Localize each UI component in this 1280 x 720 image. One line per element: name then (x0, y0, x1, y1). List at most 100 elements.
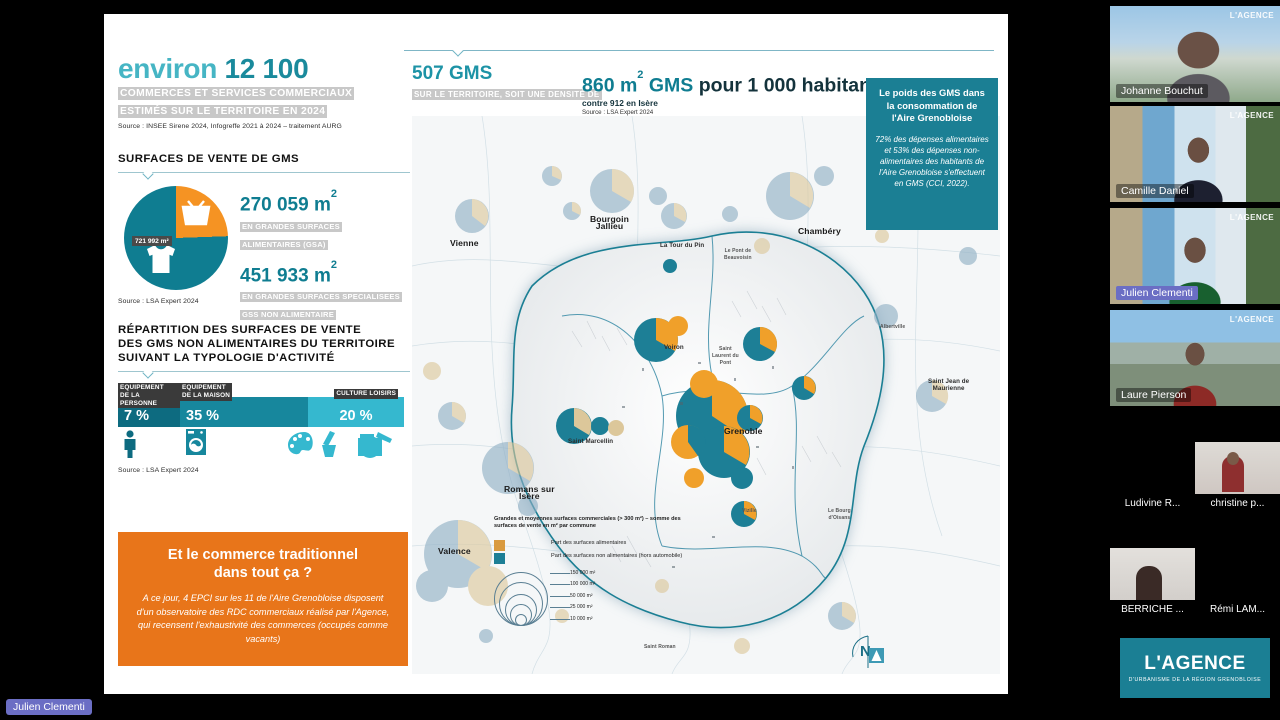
map-place-label: Chambéry (798, 226, 841, 236)
sales-area-title: SURFACES DE VENTE DE GMS (118, 153, 300, 166)
participant-tile-laure-pierson[interactable]: L'AGENCE Laure Pierson (1110, 310, 1280, 406)
map-place-label: Albertville (880, 324, 906, 330)
gms-weight-body: 72% des dépenses alimentaires et 53% des… (875, 134, 989, 188)
hero-caption-line1: COMMERCES ET SERVICES COMMERCIAUX (118, 87, 355, 101)
kpi-density-sub: contre 912 en Isère (582, 97, 658, 108)
participant-tile-camille-daniel[interactable]: L'AGENCE Camille Daniel (1110, 106, 1280, 202)
map-place-label: Grenoble (724, 426, 763, 436)
agency-logo-subtitle: D'URBANISME DE LA RÉGION GRENOBLOISE (1128, 676, 1262, 683)
stat-gsa: 270 059 m2 EN GRANDES SURFACES ALIMENTAI… (240, 188, 410, 251)
legend-size-label-100000: 100 000 m² (549, 580, 596, 587)
person-icon (124, 430, 136, 459)
hero-headline: environ 12 100 COMMERCES ET SERVICES COM… (118, 54, 410, 130)
participant-name: Laure Pierson (1116, 388, 1192, 402)
traditional-commerce-card: Et le commerce traditionnel dans tout ça… (118, 532, 408, 666)
participant-pair-row-1[interactable]: Ludivine R... christine p... (1110, 430, 1280, 538)
legend-item-alimentaire: Part des surfaces alimentaires (494, 539, 704, 551)
participant-name: Camille Daniel (1116, 184, 1194, 198)
participant-silhouette (1110, 6, 1280, 102)
gms-weight-card: Le poids des GMS dans la consommation de… (866, 78, 998, 230)
typology-label-culture: CULTURE LOISIRS (334, 389, 398, 399)
sales-area-source: Source : LSA Expert 2024 (118, 298, 199, 306)
participant-silhouette (1110, 106, 1280, 202)
hero-value: 12 100 (224, 53, 309, 84)
hero-source: Source : INSEE Sirene 2024, Infogreffe 2… (118, 123, 342, 131)
orange-card-body: A ce jour, 4 EPCI sur les 11 de l'Aire G… (136, 593, 390, 644)
map-place-label: La Tour du Pin (660, 242, 705, 249)
map-place-label: Saint Roman (644, 644, 676, 650)
agency-watermark: L'AGENCE (1229, 213, 1274, 222)
slide-left-column: environ 12 100 COMMERCES ET SERVICES COM… (118, 54, 410, 474)
legend-swatch-non-alimentaire (494, 552, 505, 564)
typology-pct-culture: 20 % (339, 408, 373, 425)
stat-gsa-exp: 2 (330, 188, 337, 201)
tshirt-icon (147, 245, 175, 274)
typology-bar-personne: EQUIPEMENT DE LA PERSONNE 7 % (118, 383, 180, 428)
map-place-label: Bourgoin Jallieu (590, 214, 629, 231)
agency-logo-text: L'AGENCE (1144, 652, 1246, 674)
typology-source: Source : LSA Expert 2024 (118, 467, 199, 475)
agency-watermark: L'AGENCE (1229, 315, 1274, 324)
map-place-label: Saint Laurent du Pont (712, 346, 739, 366)
kpi-gms: 507 GMS SUR LE TERRITOIRE, SOIT UNE DENS… (412, 64, 602, 102)
agency-logo-tile: L'AGENCE D'URBANISME DE LA RÉGION GRENOB… (1120, 638, 1270, 698)
typology-pct-maison: 35 % (186, 408, 220, 425)
participant-name-christine: christine p... (1210, 498, 1265, 509)
map-place-label: Le Bourg d'Oisans (828, 508, 851, 521)
participant-silhouette (1110, 310, 1280, 406)
kpi-gms-caption: SUR LE TERRITOIRE, SOIT UNE DENSITÉ DE (412, 89, 602, 100)
map-place-label: Romans sur Isère (504, 484, 555, 501)
section-divider-chevron (118, 170, 410, 182)
typology-title-2: DES GMS NON ALIMENTAIRES DU TERRITOIRE (118, 338, 395, 351)
orange-card-title-2: dans tout ça ? (213, 565, 313, 581)
legend-label-alimentaire: Part des surfaces alimentaires (551, 539, 627, 546)
presentation-slide: environ 12 100 COMMERCES ET SERVICES COM… (104, 14, 1008, 694)
legend-size-label-10000: 10 000 m² (550, 615, 593, 622)
kpi-density-source: Source : LSA Expert 2024 (582, 108, 654, 116)
participant-rail[interactable]: L'AGENCE Johanne Bouchut L'AGENCE Camill… (1110, 0, 1280, 720)
participant-pair-row-2[interactable]: BERRICHE ... Rémi LAM... (1110, 536, 1280, 644)
stat-gsa-cap2: ALIMENTAIRES (GSA) (240, 239, 328, 250)
participant-name-ludivine: Ludivine R... (1124, 498, 1181, 509)
participant-silhouette (1222, 456, 1244, 492)
stat-gss-value: 451 933 m (240, 265, 331, 287)
typology-section: RÉPARTITION DES SURFACES DE VENTE DES GM… (118, 323, 410, 474)
participant-name: Johanne Bouchut (1116, 84, 1208, 98)
participant-name-remi: Rémi LAM... (1209, 604, 1265, 615)
kpi-density-exp: 2 (637, 69, 644, 81)
participant-tile-julien-clementi[interactable]: L'AGENCE Julien Clementi (1110, 208, 1280, 304)
kpi-density-tail: pour 1 000 habitants (698, 74, 889, 97)
legend-size-label-50000: 50 000 m² (550, 592, 593, 599)
shopping-basket-icon (181, 200, 211, 226)
legend-size-label-150000: 150 000 m² (549, 569, 596, 576)
map-place-label: Saint Marcellin (568, 438, 614, 445)
kpi-density: 860 m2 GMS pour 1 000 habitants contre 9… (582, 69, 889, 116)
kpi-density-unit: GMS (648, 74, 694, 97)
map-place-label: Le Pont de Beauvoisin (724, 248, 752, 261)
panel-divider-chevron (404, 44, 1000, 56)
kpi-gms-value: 507 GMS (412, 63, 493, 84)
donut-chart: 721 992 m² 270 059 m2 EN GRANDES SURFACE… (118, 186, 410, 321)
sales-area-section: SURFACES DE VENTE DE GMS 721 992 m² (118, 152, 410, 321)
map-place-label: Vizille (742, 508, 757, 514)
typology-bar-chart: EQUIPEMENT DE LA PERSONNE 7 % EQUIPEMENT… (118, 383, 410, 428)
participant-name-berriche: BERRICHE ... (1121, 604, 1184, 615)
stat-gss-exp: 2 (330, 258, 337, 271)
active-speaker-chip: Julien Clementi (6, 699, 92, 715)
legend-title: Grandes et moyennes surfaces commerciale… (494, 516, 681, 530)
kpi-row: 507 GMS SUR LE TERRITOIRE, SOIT UNE DENS… (404, 64, 1000, 116)
legend-swatch-alimentaire (494, 539, 505, 551)
kpi-density-value: 860 m (582, 74, 638, 97)
donut-stats: 270 059 m2 EN GRANDES SURFACES ALIMENTAI… (240, 188, 410, 322)
legend-size-label-25000: 25 000 m² (550, 603, 593, 610)
legend-circle-10000 (515, 613, 527, 626)
typology-pct-personne: 7 % (124, 408, 149, 425)
hero-prefix: environ (118, 53, 218, 84)
agency-watermark: L'AGENCE (1229, 111, 1274, 120)
stat-gss-cap2: GSS NON ALIMENTAIRE (240, 310, 336, 321)
participant-tile-johanne-bouchut[interactable]: L'AGENCE Johanne Bouchut (1110, 6, 1280, 102)
stat-gsa-value: 270 059 m (240, 194, 331, 216)
slide-right-panel: 507 GMS SUR LE TERRITOIRE, SOIT UNE DENS… (404, 44, 1000, 678)
stat-gss: 451 933 m2 EN GRANDES SURFACES SPECIALIS… (240, 258, 410, 322)
